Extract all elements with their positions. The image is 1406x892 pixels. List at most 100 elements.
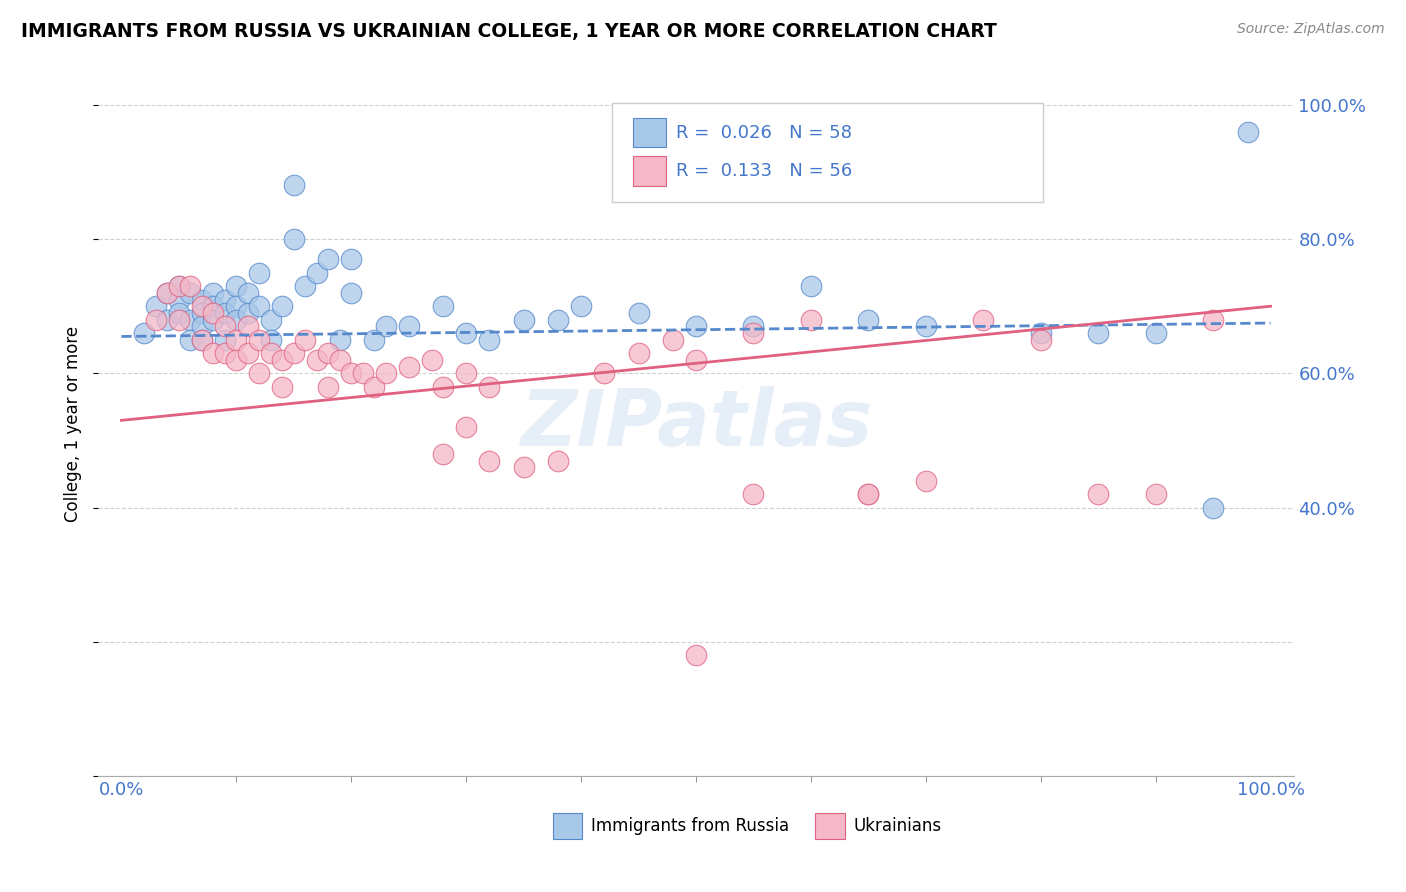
Point (1236, 125, 1258, 139)
Point (398, 319, 420, 334)
Point (191, 319, 214, 334)
Text: Source: ZipAtlas.com: Source: ZipAtlas.com (1237, 22, 1385, 37)
Point (179, 333, 201, 347)
Point (260, 333, 283, 347)
Point (167, 279, 190, 293)
Point (1144, 487, 1167, 501)
Point (858, 487, 880, 501)
Point (214, 293, 236, 307)
Point (236, 346, 259, 360)
Point (191, 299, 214, 313)
Point (662, 333, 685, 347)
Point (236, 285, 259, 300)
Point (456, 367, 478, 381)
Point (1202, 500, 1225, 515)
Point (202, 346, 225, 360)
Point (260, 312, 283, 326)
Point (340, 252, 363, 267)
Point (225, 312, 247, 326)
Text: Immigrants from Russia: Immigrants from Russia (591, 817, 789, 835)
Point (236, 319, 259, 334)
Point (800, 279, 823, 293)
Point (134, 326, 156, 340)
Point (167, 312, 190, 326)
Y-axis label: College, 1 year or more: College, 1 year or more (65, 326, 83, 522)
Point (456, 420, 478, 434)
Point (329, 353, 352, 368)
Point (225, 353, 247, 368)
Point (432, 380, 454, 394)
Point (627, 306, 650, 320)
Point (316, 346, 339, 360)
Point (191, 333, 214, 347)
Point (214, 306, 236, 320)
Point (167, 293, 190, 307)
Point (225, 333, 247, 347)
Point (972, 312, 994, 326)
Point (1029, 326, 1052, 340)
Point (363, 380, 385, 394)
Point (627, 346, 650, 360)
Point (742, 487, 765, 501)
Point (305, 353, 328, 368)
Point (179, 285, 201, 300)
Point (202, 299, 225, 313)
Point (478, 333, 501, 347)
Point (340, 285, 363, 300)
Point (214, 319, 236, 334)
Point (593, 367, 616, 381)
Point (1202, 312, 1225, 326)
Point (214, 333, 236, 347)
Point (294, 279, 316, 293)
Point (283, 178, 305, 193)
Point (432, 299, 454, 313)
Point (1029, 333, 1052, 347)
Point (167, 306, 190, 320)
Text: R =  0.026   N = 58: R = 0.026 N = 58 (676, 124, 852, 142)
Text: Ukrainians: Ukrainians (853, 817, 942, 835)
Point (179, 312, 201, 326)
Point (685, 648, 707, 663)
Point (202, 306, 225, 320)
Point (191, 333, 214, 347)
Point (145, 299, 167, 313)
Bar (815, 813, 845, 839)
Point (283, 346, 305, 360)
FancyBboxPatch shape (613, 103, 1043, 202)
Point (271, 299, 294, 313)
Point (247, 367, 270, 381)
Point (271, 353, 294, 368)
Text: IMMIGRANTS FROM RUSSIA VS UKRAINIAN COLLEGE, 1 YEAR OR MORE CORRELATION CHART: IMMIGRANTS FROM RUSSIA VS UKRAINIAN COLL… (21, 22, 997, 41)
Point (363, 333, 385, 347)
Point (858, 312, 880, 326)
Point (202, 312, 225, 326)
Bar (633, 118, 666, 147)
Point (914, 474, 936, 488)
Point (156, 285, 179, 300)
Point (512, 460, 534, 475)
Point (547, 453, 569, 467)
Point (420, 353, 443, 368)
Point (316, 380, 339, 394)
Point (329, 333, 352, 347)
Point (547, 312, 569, 326)
Point (478, 453, 501, 467)
Point (247, 299, 270, 313)
Point (685, 353, 707, 368)
Point (1087, 326, 1109, 340)
Point (202, 285, 225, 300)
Point (214, 346, 236, 360)
Point (167, 279, 190, 293)
Point (260, 346, 283, 360)
Point (225, 299, 247, 313)
Point (156, 285, 179, 300)
Bar (553, 813, 582, 839)
Point (685, 319, 707, 334)
Point (225, 279, 247, 293)
Text: R =  0.133   N = 56: R = 0.133 N = 56 (676, 161, 852, 179)
Point (305, 266, 328, 280)
Point (316, 252, 339, 267)
Point (179, 279, 201, 293)
Point (294, 333, 316, 347)
Point (858, 487, 880, 501)
